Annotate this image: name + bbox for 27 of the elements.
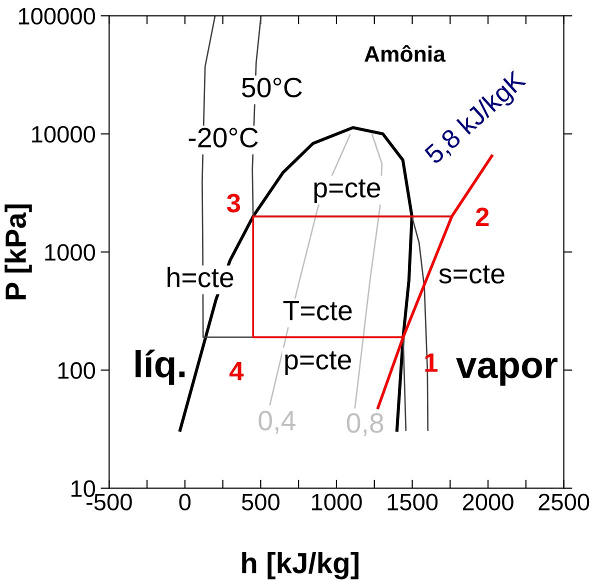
x-tick-label: 2000 bbox=[462, 494, 514, 510]
x-tick-label: 2500 bbox=[538, 494, 590, 510]
annotation: vapor bbox=[456, 358, 558, 386]
annotation: h=cte bbox=[168, 266, 234, 288]
annotation: p=cte bbox=[314, 179, 380, 204]
annotation: 0,4 bbox=[258, 410, 296, 434]
annotation: líq. bbox=[136, 350, 185, 385]
y-tick-label: 100 bbox=[58, 362, 96, 379]
y-tick-label: 100000 bbox=[18, 8, 96, 25]
y-tick-label: 1000 bbox=[45, 244, 96, 261]
x-axis-title: h [kJ/kg] bbox=[242, 552, 358, 580]
x-tick-label: 500 bbox=[242, 494, 280, 510]
x-tick-label: 0 bbox=[179, 494, 191, 510]
y-tick-label: 10000 bbox=[32, 126, 96, 143]
annotation: 2 bbox=[476, 208, 489, 226]
annotation: -20°C bbox=[188, 128, 258, 148]
x-tick-label: 1500 bbox=[388, 494, 438, 510]
annotation: p=cte bbox=[285, 351, 351, 376]
annotation: s=cte bbox=[439, 265, 504, 284]
annotation: T=cte bbox=[283, 301, 352, 320]
text: Amônia bbox=[364, 45, 446, 62]
annotation: 50°C bbox=[242, 78, 302, 98]
y-axis-title: P [kPa] bbox=[4, 204, 32, 300]
annotation: 4 bbox=[230, 362, 244, 380]
annotation: 0,8 bbox=[346, 413, 384, 436]
annotation: 3 bbox=[226, 194, 240, 212]
x-tick-label: 1000 bbox=[312, 494, 362, 510]
